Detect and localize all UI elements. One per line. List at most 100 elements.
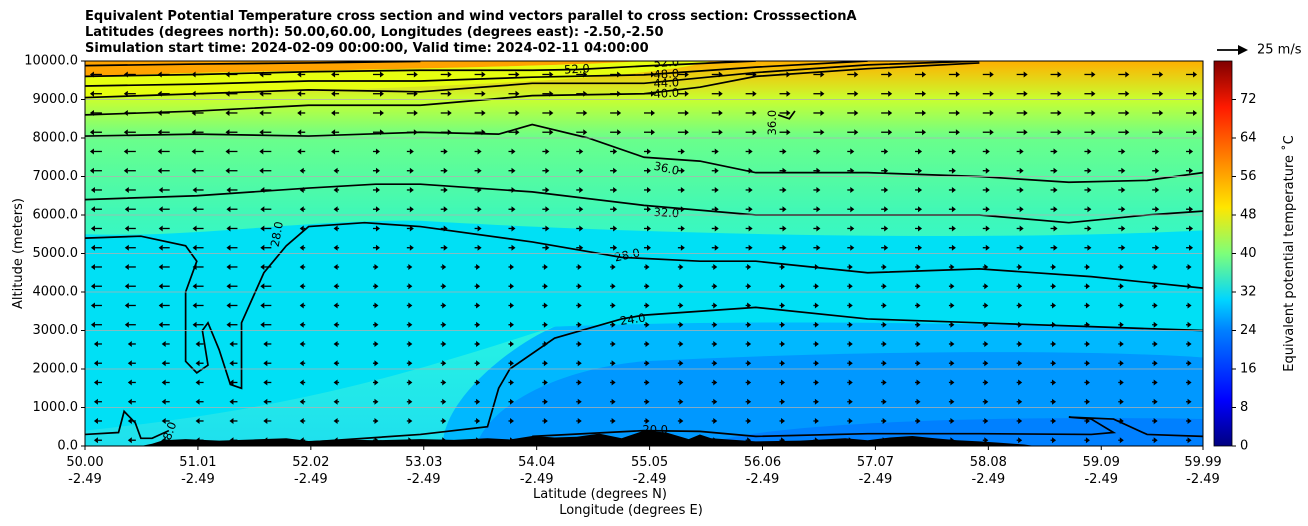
wind-vector	[1152, 398, 1158, 405]
wind-vector	[915, 244, 923, 251]
wind-vector	[779, 321, 786, 328]
wind-vector-head	[299, 167, 304, 174]
wind-vector-head	[195, 340, 200, 347]
wind-vector-head	[1121, 244, 1126, 251]
wind-vector-head	[985, 167, 990, 174]
colorbar: 0 8 16 24 32 40 48 56 64 72 Equivalent potential t…	[1213, 43, 1302, 454]
wind-vector-head	[1052, 398, 1057, 405]
wind-vector-head	[647, 148, 651, 155]
colorbar-tick-label: 72	[1240, 92, 1257, 107]
wind-vector	[299, 340, 306, 347]
wind-vector	[915, 186, 923, 193]
wind-vector	[881, 148, 889, 155]
wind-vector-head	[1053, 167, 1058, 174]
wind-vector	[1118, 167, 1126, 174]
wind-vector	[711, 379, 718, 386]
colorbar-tick-label: 0	[1240, 439, 1248, 454]
wind-vector-head	[229, 437, 234, 444]
wind-vector-head	[781, 379, 786, 386]
wind-vector	[1152, 71, 1164, 78]
wind-vector-head	[684, 71, 689, 78]
wind-vector-head	[611, 437, 616, 444]
wind-vector-head	[713, 379, 718, 386]
wind-vector-head	[916, 437, 921, 444]
wind-vector	[610, 398, 616, 405]
wind-vector-head	[333, 417, 338, 424]
wind-vector	[474, 417, 481, 424]
wind-vector	[299, 167, 306, 174]
wind-vector	[610, 225, 618, 232]
wind-vector-head	[259, 148, 264, 155]
wind-vector	[406, 244, 414, 251]
wind-vector-head	[408, 321, 413, 328]
wind-vector-head	[379, 129, 384, 136]
wind-vector	[813, 109, 825, 116]
wind-vector-head	[260, 244, 265, 251]
wind-vector	[610, 167, 618, 174]
wind-vector-head	[226, 283, 231, 290]
wind-vector	[474, 283, 481, 290]
wind-vector-head	[299, 302, 304, 309]
wind-vector	[226, 283, 238, 290]
wind-vector	[474, 71, 486, 78]
wind-vector-head	[684, 109, 689, 116]
contour-label: 24.0	[619, 311, 646, 328]
wind-vector	[542, 186, 550, 193]
wind-vector-head	[848, 321, 853, 328]
wind-vector	[263, 437, 272, 444]
wind-vector-head	[545, 244, 550, 251]
wind-vector-head	[1187, 360, 1192, 367]
wind-vector-head	[820, 71, 825, 78]
wind-vector-head	[509, 263, 514, 270]
wind-vector	[677, 148, 685, 155]
wind-vector	[745, 302, 752, 309]
wind-vector-head	[89, 129, 94, 136]
wind-vector	[677, 90, 689, 97]
wind-vector-head	[226, 263, 231, 270]
wind-vector	[333, 398, 340, 405]
wind-vector-head	[375, 167, 380, 174]
wind-vector	[195, 437, 204, 444]
wind-vector-head	[333, 437, 338, 444]
wind-vector	[372, 244, 380, 251]
wind-vector-head	[577, 398, 582, 405]
wind-vector	[711, 129, 723, 136]
wind-vector-head	[374, 263, 379, 270]
wind-vector	[1016, 167, 1024, 174]
wind-vector	[1118, 360, 1124, 367]
wind-vector	[192, 283, 204, 290]
wind-vector-head	[579, 225, 584, 232]
wind-vector-head	[714, 148, 719, 155]
wind-vector	[93, 437, 102, 444]
wind-vector	[644, 417, 650, 424]
wind-vector-head	[684, 90, 689, 97]
wind-vector	[263, 340, 272, 347]
wind-vector	[333, 417, 340, 424]
wind-vector	[982, 167, 990, 174]
wind-vector	[1186, 302, 1192, 309]
chart-title-line-1: Equivalent Potential Temperature cross s…	[85, 9, 857, 24]
wind-vector	[1050, 244, 1058, 251]
wind-vector-head	[679, 321, 684, 328]
wind-vector	[948, 360, 955, 367]
wind-vector-head	[1193, 90, 1198, 97]
wind-vector	[610, 302, 616, 309]
wind-vector	[1152, 206, 1160, 213]
wind-vector-head	[1187, 283, 1192, 290]
wind-vector	[779, 244, 787, 251]
wind-vector-head	[781, 263, 786, 270]
wind-vector-head	[90, 244, 95, 251]
wind-vector-head	[226, 321, 231, 328]
wind-vector-head	[1159, 129, 1164, 136]
wind-vector	[123, 148, 136, 155]
wind-vector-head	[477, 148, 482, 155]
wind-vector	[915, 225, 923, 232]
wind-vector	[299, 321, 306, 328]
wind-vector-head	[511, 244, 516, 251]
wind-vector	[1118, 129, 1130, 136]
wind-vector	[124, 321, 136, 328]
wind-vector	[406, 206, 414, 213]
colorbar-tick-label: 16	[1240, 362, 1257, 377]
wind-vector	[1186, 71, 1198, 78]
wind-vector-head	[549, 90, 554, 97]
